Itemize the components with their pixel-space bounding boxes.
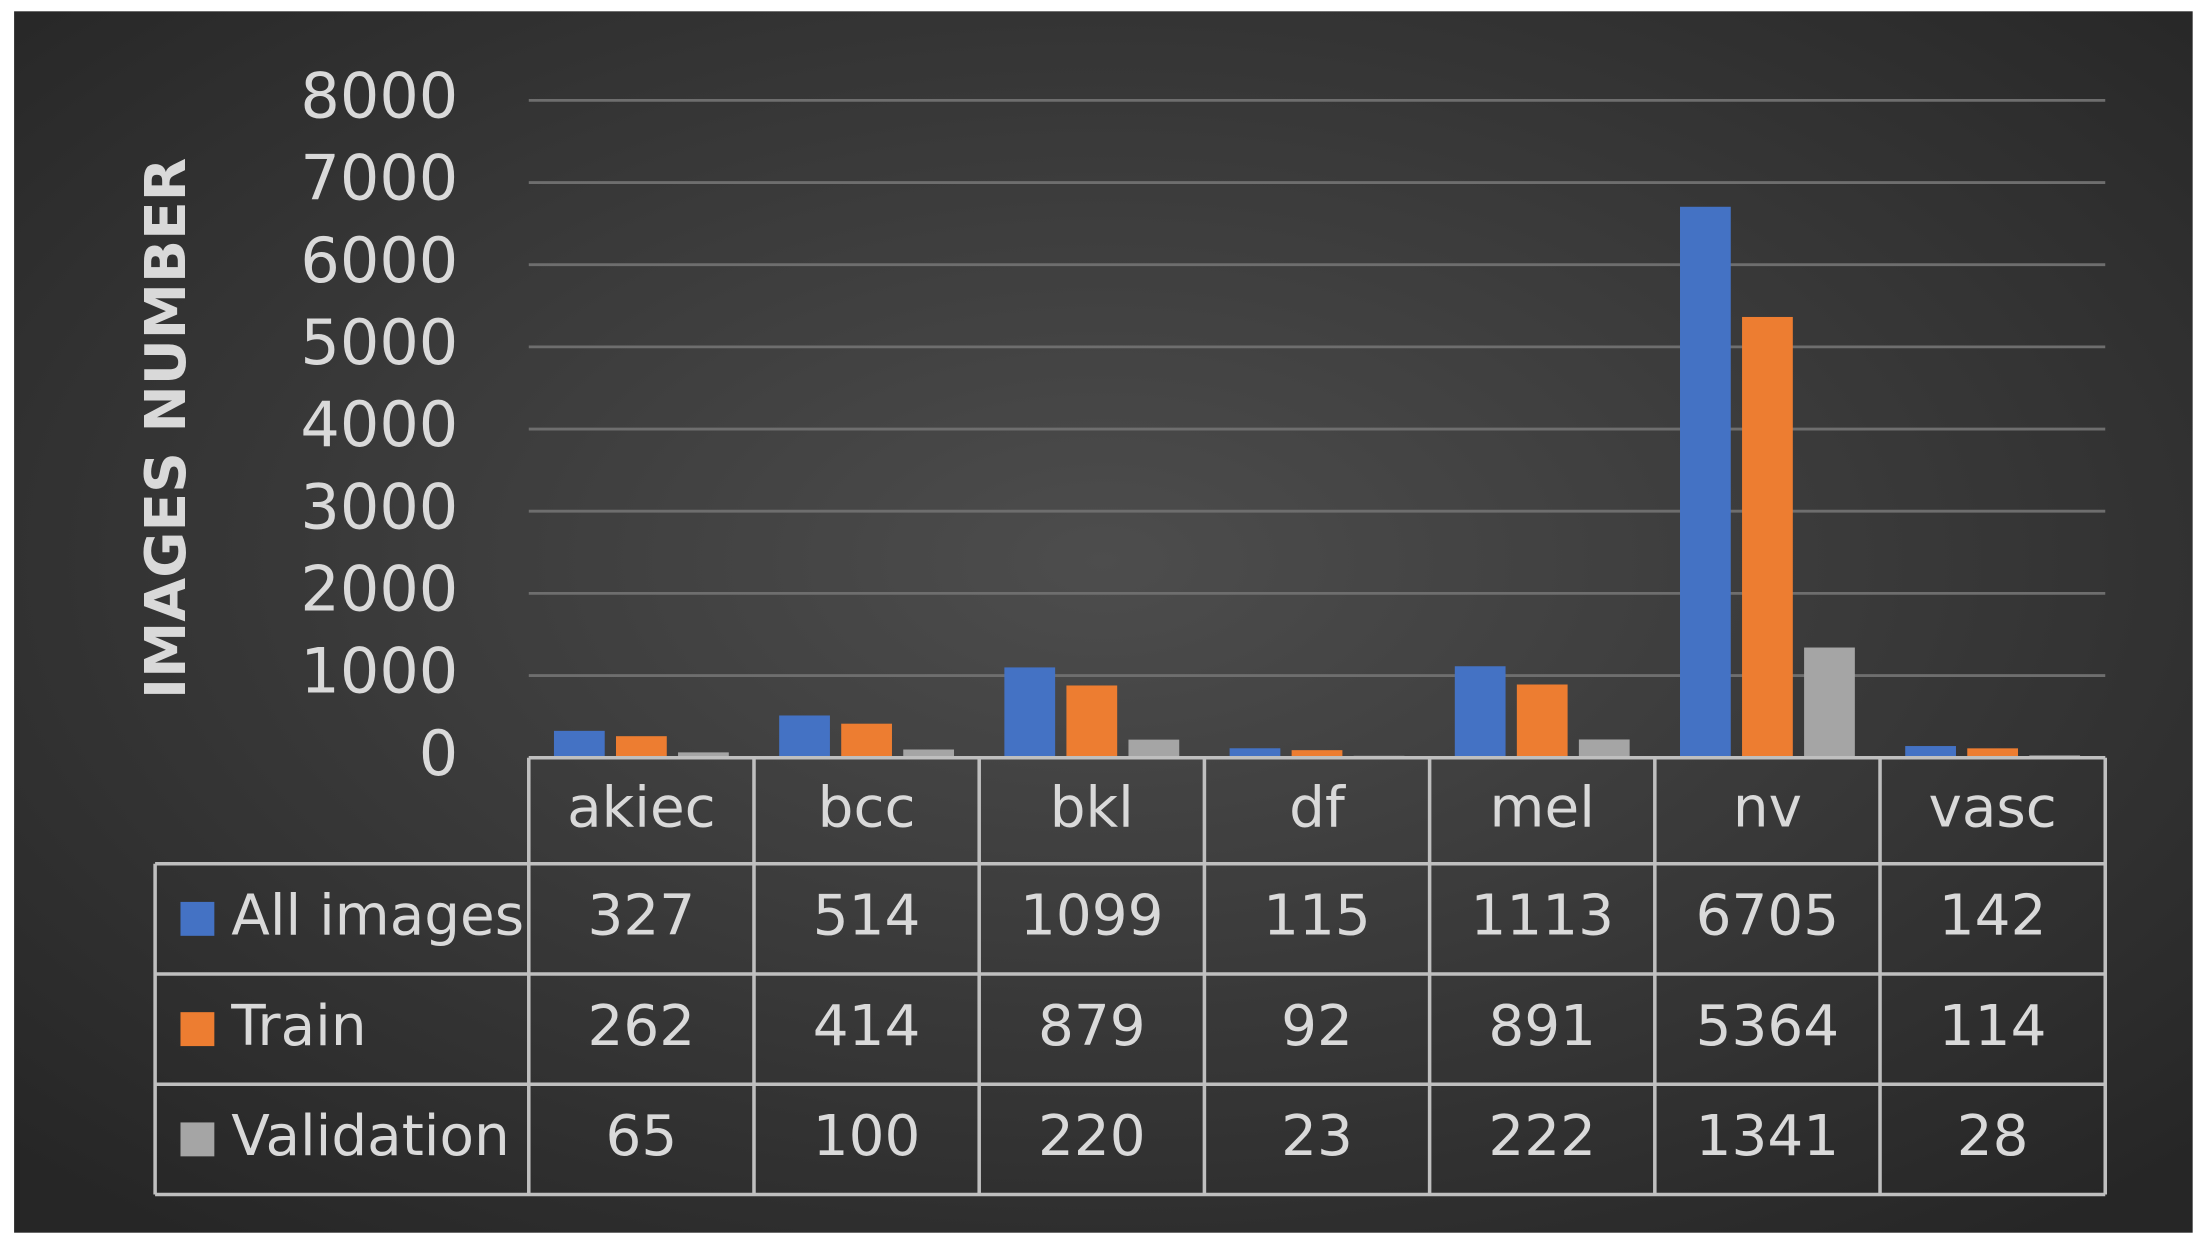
y-tick-label: 5000 [300,306,458,379]
legend-key [180,1122,215,1157]
table-value: 891 [1488,994,1596,1059]
table-value: 1341 [1696,1104,1840,1169]
table-value: 1113 [1470,883,1614,948]
legend-key [180,1012,215,1047]
bar [841,723,892,758]
table-value: 220 [1038,1104,1146,1169]
chart-background [14,11,2193,1233]
table-value: 23 [1281,1104,1353,1169]
legend-key [180,901,215,936]
table-value: 28 [1957,1104,2029,1169]
table-value: 514 [813,883,921,948]
bar [903,749,955,758]
table-value: 100 [813,1104,921,1169]
bar [1905,746,1956,758]
y-tick-label: 8000 [300,59,458,132]
legend-label: All images [231,883,524,948]
table-value: 262 [588,994,696,1059]
table-value: 114 [1939,994,2047,1059]
bar [616,736,667,758]
table-value: 222 [1488,1104,1596,1169]
bar [1004,667,1056,758]
bar [1578,739,1630,758]
bar [1066,685,1118,758]
legend-label: Validation [231,1104,509,1169]
table-value: 879 [1038,994,1146,1059]
x-tick-label: mel [1490,775,1595,840]
table-value: 1099 [1020,883,1164,948]
y-tick-label: 2000 [300,552,458,625]
table-value: 115 [1263,883,1371,948]
y-tick-label: 7000 [300,142,458,215]
bar [1804,647,1855,758]
bar [553,730,605,758]
y-tick-label: 3000 [300,470,458,543]
x-tick-label: bkl [1050,775,1134,840]
y-tick-label: 4000 [300,388,458,461]
table-value: 414 [813,994,921,1059]
x-tick-label: df [1289,775,1346,840]
table-value: 327 [588,883,696,948]
bar [779,715,830,758]
bar [1128,739,1180,758]
x-tick-label: vasc [1928,775,2056,840]
bar [1967,748,2019,758]
y-tick-label: 6000 [300,224,458,297]
x-tick-label: akiec [567,775,716,840]
bar [1742,316,1793,758]
table-value: 5364 [1696,994,1840,1059]
legend-label: Train [230,994,366,1059]
bar [1291,750,1343,758]
y-tick-label: 0 [419,717,458,790]
table-value: 6705 [1696,883,1840,948]
bar [678,752,729,758]
bar [1229,748,1281,758]
bar [1454,666,1506,758]
table-value: 142 [1939,883,2047,948]
x-tick-label: bcc [818,775,916,840]
bar [1516,684,1568,758]
table-value: 65 [605,1104,677,1169]
y-tick-label: 1000 [300,635,458,708]
y-axis-title: IMAGES NUMBER [134,158,199,699]
bar [1680,206,1731,758]
table-value: 92 [1281,994,1353,1059]
x-tick-label: nv [1733,775,1802,840]
